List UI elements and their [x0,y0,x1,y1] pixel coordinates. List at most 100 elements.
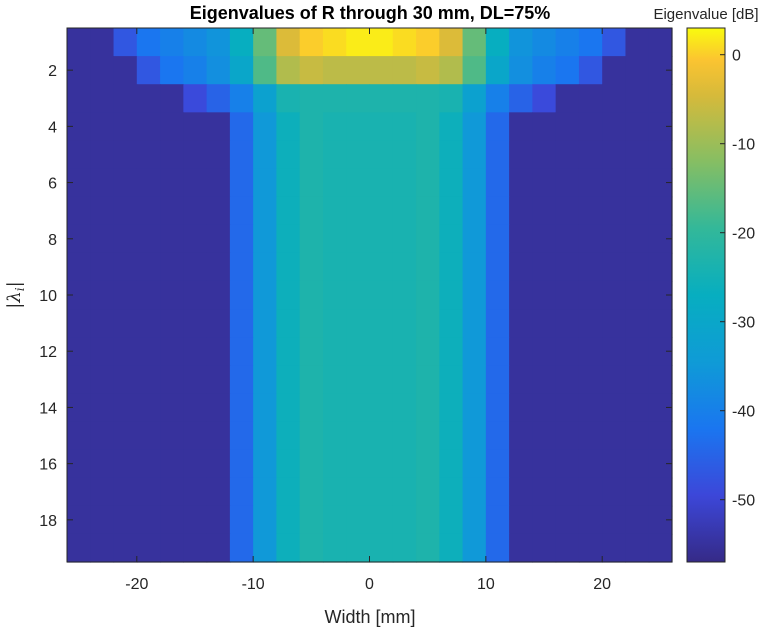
heatmap-cell [555,28,580,57]
heatmap-cell [160,337,184,366]
heatmap-cell [90,449,115,479]
heatmap-cell [509,309,533,338]
colorbar [686,27,726,563]
heatmap-cell [648,365,673,394]
heatmap-cell [532,365,557,394]
colorbar-ticks: 0 -10 -20 -30 -40 -50 [720,48,755,510]
heatmap-cell [439,112,464,142]
heatmap-cell [183,84,208,113]
heatmap-cell [206,477,231,507]
heatmap-cell [276,56,301,85]
heatmap-cell [276,393,301,423]
heatmap-cell [299,505,324,535]
heatmap-cell [183,168,208,198]
heatmap-cell [160,393,184,423]
heatmap-cell [253,168,278,198]
heatmap-cell [648,533,673,563]
heatmap-cell [648,224,673,254]
heatmap-cell [253,505,278,535]
heatmap-cell [439,168,464,198]
heatmap-cell [532,84,557,113]
heatmap-cell [416,449,440,479]
heatmap-cell [322,477,347,507]
heatmap-cell [229,337,254,366]
heatmap-cell [346,280,371,310]
heatmap-cell [509,421,533,451]
heatmap-cell [509,56,533,85]
heatmap-cell [160,168,184,198]
heatmap-cell [160,421,184,451]
heatmap-cell [253,533,278,563]
heatmap-cell [229,224,254,254]
heatmap-cell [602,140,627,170]
heatmap-cell [276,168,301,198]
heatmap-cell [439,393,464,423]
heatmap-cell [113,140,138,170]
heatmap-cell [229,280,254,310]
heatmap-cell [346,56,371,85]
heatmap-cell [206,196,231,226]
heatmap-cell [346,196,371,226]
heatmap-cell [485,224,510,254]
heatmap-cell [439,280,464,310]
heatmap-cell [67,365,91,394]
heatmap-cell [625,28,650,57]
heatmap-cell [90,224,115,254]
heatmap-cell [509,28,533,57]
heatmap-cell [253,28,278,57]
heatmap-cell [509,252,533,282]
heatmap-cell [625,168,650,198]
heatmap-cell [160,309,184,338]
heatmap-cell [67,393,91,423]
heatmap-cell [555,309,580,338]
heatmap-cell [299,280,324,310]
heatmap-cell [625,112,650,142]
heatmap-cell [113,393,138,423]
x-axis-ticks: -20 -10 0 10 20 [125,28,611,593]
heatmap-cell [346,421,371,451]
heatmap-cell [648,280,673,310]
heatmap-cell [532,28,557,57]
heatmap-cell [113,252,138,282]
heatmap-cell [67,533,91,563]
heatmap-cell [183,28,208,57]
heatmap-cell [206,365,231,394]
heatmap-cell [183,224,208,254]
heatmap-cell [625,84,650,113]
heatmap-cell [578,337,603,366]
heatmap-cell [439,533,464,563]
heatmap-cell [90,56,115,85]
heatmap-cell [160,477,184,507]
heatmap-cell [229,449,254,479]
heatmap-cell [136,505,161,535]
heatmap-cell [160,112,184,142]
heatmap-cell [648,449,673,479]
heatmap-cell [625,421,650,451]
heatmap-cell [602,224,627,254]
heatmap-cell [625,56,650,85]
heatmap-cell [392,112,417,142]
heatmap-cell [625,393,650,423]
heatmap-cell [136,56,161,85]
heatmap-cell [392,421,417,451]
heatmap-cell [578,28,603,57]
heatmap-cell [532,140,557,170]
heatmap-cell [113,365,138,394]
heatmap-cell [253,224,278,254]
heatmap-cell [136,533,161,563]
heatmap-cell [392,168,417,198]
heatmap-cell [578,280,603,310]
heatmap-cell [67,84,91,113]
heatmap-cell [229,252,254,282]
heatmap-cell [532,477,557,507]
heatmap-cell [485,393,510,423]
heatmap-cell [90,84,115,113]
heatmap-cell [136,84,161,113]
heatmap-cell [578,252,603,282]
heatmap-cell [532,196,557,226]
heatmap-cell [602,84,627,113]
x-tick-label: 10 [477,576,495,593]
heatmap-cell [299,477,324,507]
heatmap-cell [625,505,650,535]
heatmap-cell [346,168,371,198]
